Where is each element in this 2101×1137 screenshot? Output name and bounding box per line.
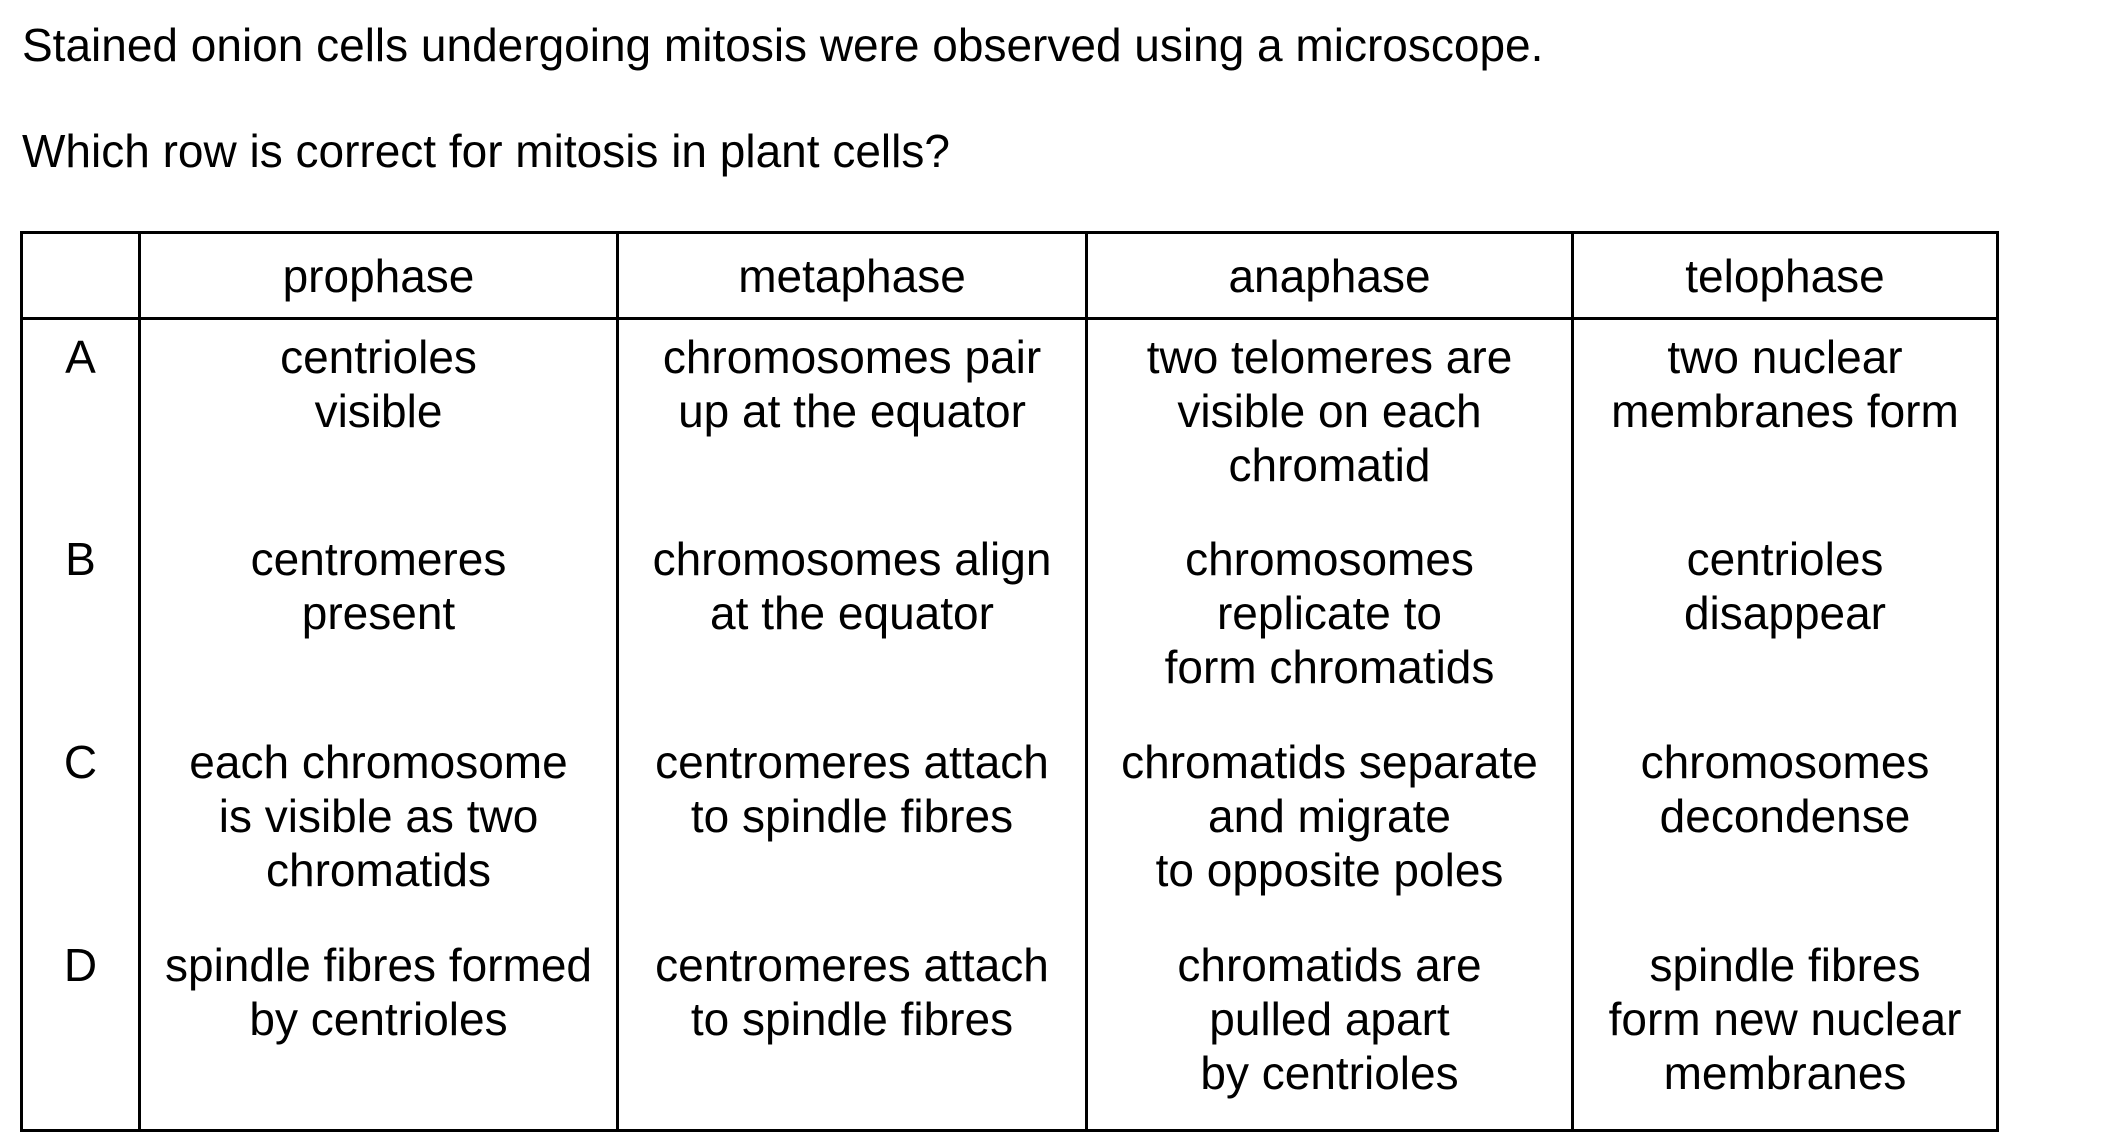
cell-telophase: spindle fibres form new nuclear membrane…	[1571, 927, 1999, 1131]
header-telophase: telophase	[1571, 232, 1999, 320]
cell-telophase: two nuclear membranes form	[1571, 318, 1999, 522]
cell-metaphase: chromosomes align at the equator	[616, 521, 1088, 725]
cell-metaphase: chromosomes pair up at the equator	[616, 318, 1088, 522]
cell-anaphase: chromosomes replicate to form chromatids	[1085, 521, 1574, 725]
row-letter: D	[20, 927, 141, 1131]
cell-prophase: each chromosome is visible as two chroma…	[138, 724, 619, 928]
cell-prophase: spindle fibres formed by centrioles	[138, 927, 619, 1131]
row-letter: C	[20, 724, 141, 928]
question-stem-line2: Which row is correct for mitosis in plan…	[22, 125, 950, 177]
question-stem-line1: Stained onion cells undergoing mitosis w…	[22, 19, 1544, 71]
row-letter: B	[20, 521, 141, 725]
cell-metaphase: centromeres attach to spindle fibres	[616, 724, 1088, 928]
table-row-b[interactable]: B centromeres present chromosomes align …	[20, 521, 1999, 725]
cell-metaphase: centromeres attach to spindle fibres	[616, 927, 1088, 1131]
cell-prophase: centrioles visible	[138, 318, 619, 522]
table-row-c[interactable]: C each chromosome is visible as two chro…	[20, 724, 1999, 928]
table-header-row: prophase metaphase anaphase telophase	[20, 232, 1999, 320]
cell-anaphase: two telomeres are visible on each chroma…	[1085, 318, 1574, 522]
cell-telophase: chromosomes decondense	[1571, 724, 1999, 928]
row-letter: A	[20, 318, 141, 522]
cell-telophase: centrioles disappear	[1571, 521, 1999, 725]
header-anaphase: anaphase	[1085, 232, 1574, 320]
header-metaphase: metaphase	[616, 232, 1088, 320]
table-row-d[interactable]: D spindle fibres formed by centrioles ce…	[20, 927, 1999, 1131]
cell-anaphase: chromatids are pulled apart by centriole…	[1085, 927, 1574, 1131]
table-row-a[interactable]: A centrioles visible chromosomes pair up…	[20, 318, 1999, 522]
cell-anaphase: chromatids separate and migrate to oppos…	[1085, 724, 1574, 928]
header-prophase: prophase	[138, 232, 619, 320]
cell-prophase: centromeres present	[138, 521, 619, 725]
answer-options-table: prophase metaphase anaphase telophase A …	[20, 231, 1999, 1132]
header-blank	[20, 232, 141, 320]
